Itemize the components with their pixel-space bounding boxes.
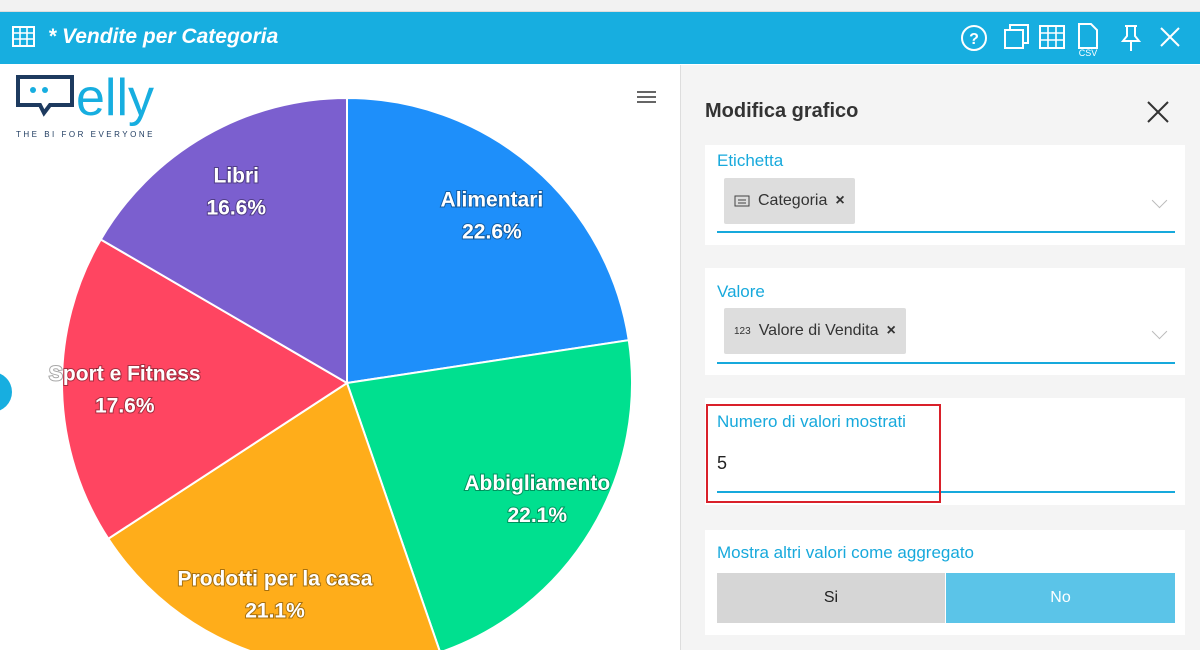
field-label: Mostra altri valori come aggregato (717, 543, 975, 562)
logo: elly THE BI FOR EVERYONE (16, 69, 155, 139)
slice-label: Sport e Fitness (49, 363, 201, 386)
field-label: Valore (717, 282, 765, 301)
slice-value-label: 17.6% (95, 395, 155, 418)
close-button[interactable] (1146, 100, 1170, 124)
pie-slice (106, 381, 441, 650)
chip-icon: 123 (734, 325, 751, 337)
slice-label: Alimentari (441, 188, 544, 211)
logo-name: elly (76, 69, 154, 127)
svg-text:?: ? (969, 31, 979, 48)
chip[interactable]: Categoria × (724, 178, 855, 224)
csv-label: CSV (1079, 48, 1098, 58)
chip[interactable]: 123 Valore di Vendita × (724, 308, 906, 354)
toolbar[interactable]: ? CSV (955, 20, 1200, 58)
chip-text: Categoria (758, 192, 828, 209)
side-handle[interactable] (0, 372, 12, 412)
menu-icon[interactable] (637, 91, 656, 103)
slice-value-label: 22.6% (462, 220, 522, 243)
dropdown-chevron[interactable] (1151, 323, 1168, 340)
top-strip (0, 0, 1200, 12)
divider (680, 65, 681, 650)
value-card: Valore 123 Valore di Vendita × (705, 268, 1185, 375)
aggregate-card: Mostra altri valori come aggregato Si No (705, 530, 1185, 635)
option-button[interactable]: No (946, 573, 1175, 623)
panel-title: Modifica grafico (705, 100, 859, 122)
underline (717, 362, 1175, 364)
pie-slice (345, 339, 633, 650)
field-label: Etichetta (717, 151, 784, 170)
slice-label: Prodotti per la casa (178, 567, 373, 590)
pie-slice (99, 96, 348, 385)
title-bar: * Vendite per Categoria ? CSV (0, 12, 1200, 64)
highlight-box (706, 404, 941, 503)
slice-value-label: 16.6% (206, 196, 266, 219)
chip-icon (734, 195, 750, 207)
chip-text: Valore di Vendita (758, 322, 879, 339)
chart: Alimentari 22.6% Abbigliamento 22.1% Prodott… (0, 69, 656, 650)
pie-slice (61, 238, 349, 541)
table-icon (12, 26, 35, 47)
field-value[interactable]: 5 (717, 453, 728, 473)
pie-slice (346, 96, 630, 385)
count-card: Numero di valori mostrati 5 (705, 398, 1185, 505)
logo-tagline: THE BI FOR EVERYONE (16, 130, 155, 139)
slice-label: Abbigliamento (464, 472, 610, 495)
pie: Alimentari 22.6% Abbigliamento 22.1% Prodott… (48, 96, 633, 650)
slice-value-label: 22.1% (507, 504, 567, 527)
option-button[interactable]: Si (717, 573, 945, 623)
dropdown-chevron[interactable] (1151, 192, 1168, 209)
window-title: * Vendite per Categoria (48, 25, 279, 48)
slice-label: Libri (214, 164, 260, 187)
field-label: Numero di valori mostrati (717, 412, 906, 431)
underline (717, 231, 1175, 233)
chip-remove[interactable]: × (835, 192, 845, 209)
underline (717, 491, 1175, 493)
slice-value-label: 21.1% (245, 599, 305, 622)
label-card: Etichetta Categoria × (705, 145, 1185, 245)
chip-remove[interactable]: × (886, 322, 896, 339)
